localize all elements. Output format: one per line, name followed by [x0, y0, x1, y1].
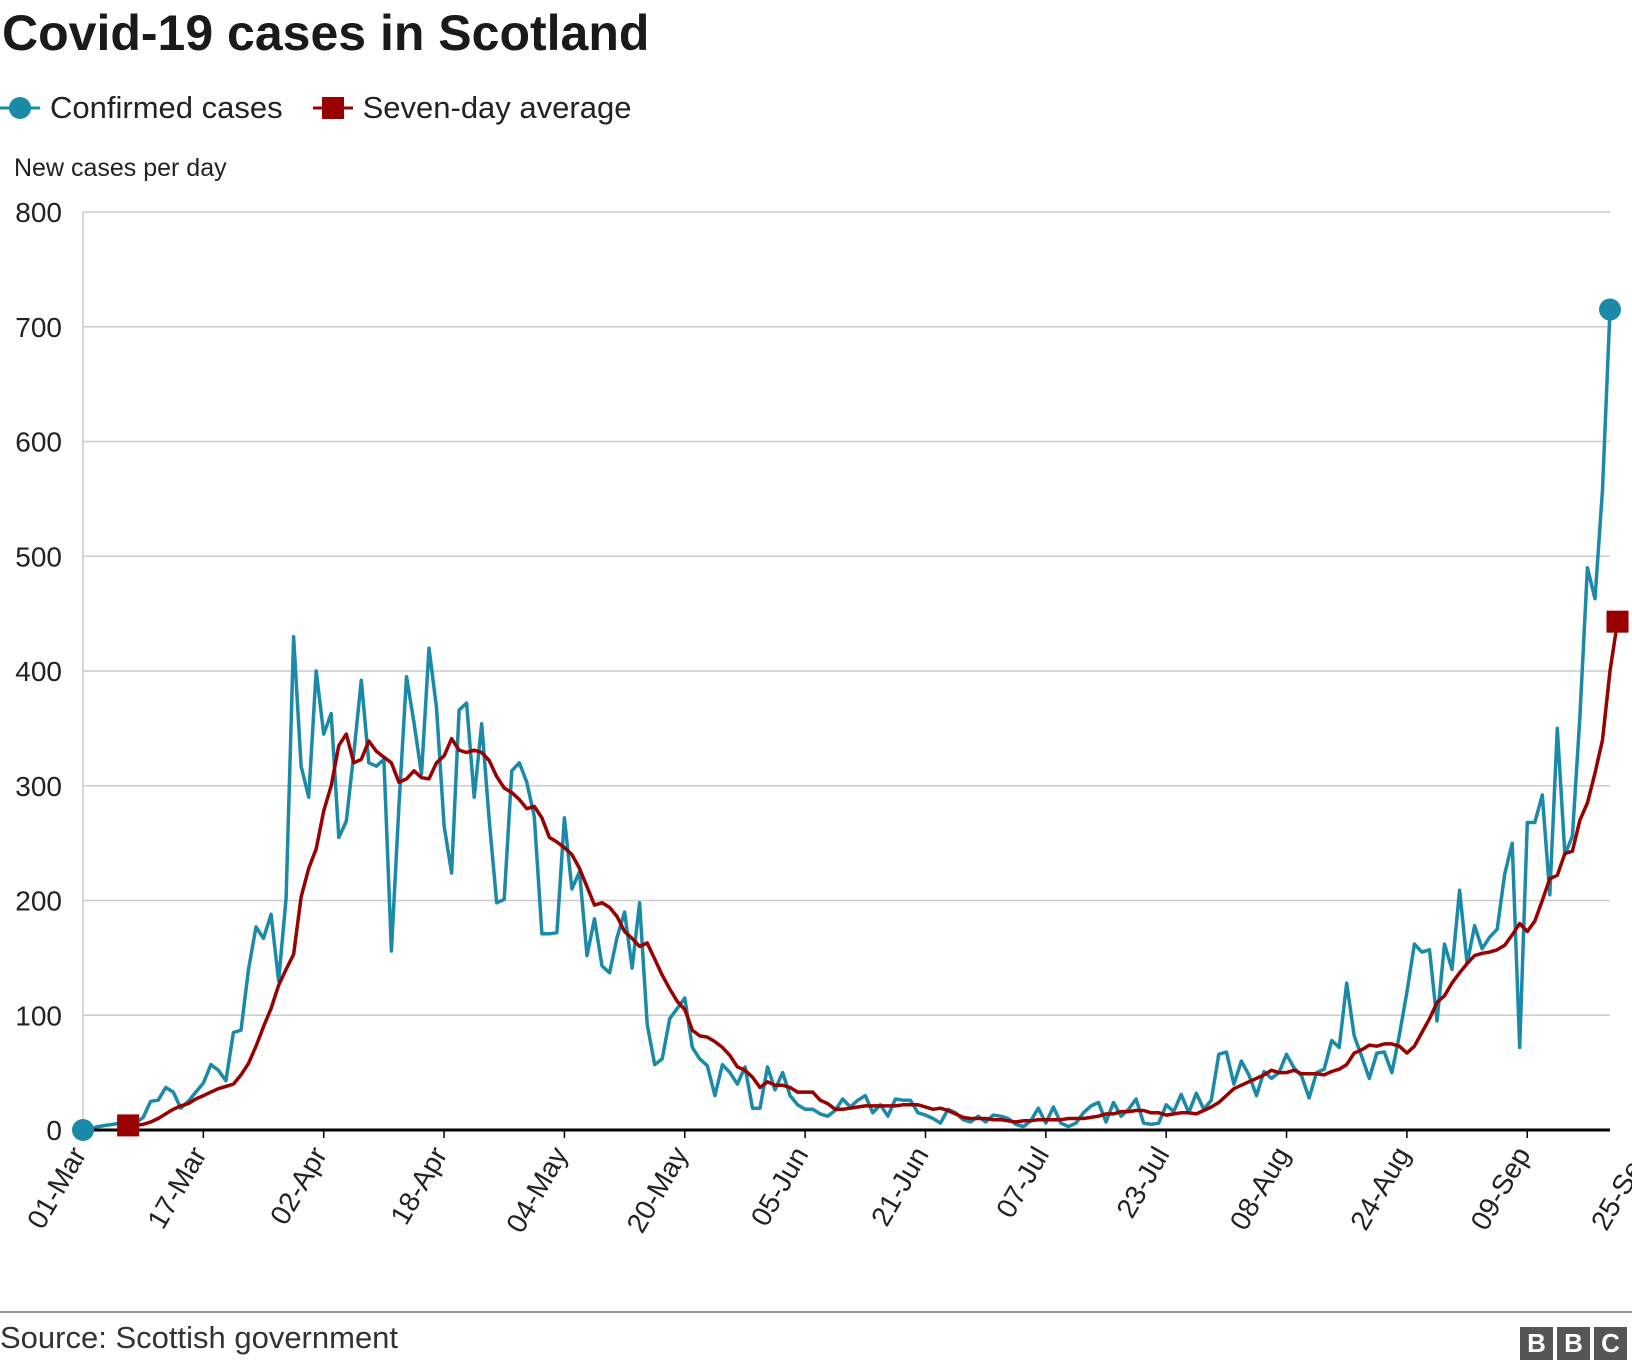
x-tick-label: 20-May [620, 1142, 694, 1238]
footer-divider [0, 1311, 1632, 1313]
x-tick-label: 18-Apr [384, 1142, 453, 1230]
logo-letter: C [1594, 1327, 1627, 1360]
x-tick-label: 04-May [500, 1142, 574, 1238]
chart-title: Covid-19 cases in Scotland [2, 5, 650, 61]
logo-letter: B [1557, 1327, 1590, 1360]
y-tick-label: 700 [15, 312, 62, 343]
x-tick-label: 08-Aug [1224, 1142, 1296, 1236]
logo-letter: B [1520, 1327, 1553, 1360]
confirmed-cases-line [82, 309, 1612, 1132]
legend-label-average: Seven-day average [362, 90, 632, 125]
x-tick-label: 23-Jul [1110, 1142, 1175, 1224]
y-tick-label: 200 [15, 886, 62, 917]
x-tick-label: 24-Aug [1344, 1142, 1416, 1236]
y-tick-label: 600 [15, 427, 62, 458]
y-tick-label: 400 [15, 656, 62, 687]
confirmed-end-point [1599, 298, 1621, 321]
y-tick-label: 500 [15, 541, 62, 572]
average-end-point [1606, 610, 1629, 633]
legend: Confirmed cases Seven-day average [0, 88, 661, 128]
circle-marker-icon [0, 97, 40, 119]
y-tick-label: 100 [15, 1000, 62, 1031]
y-tick-label: 800 [15, 197, 62, 228]
average-start-point [117, 1114, 140, 1137]
source-text: Source: Scottish government [0, 1320, 399, 1355]
x-tick-label: 25-Sep [1585, 1142, 1632, 1236]
legend-item-average: Seven-day average [312, 90, 632, 126]
x-tick-label: 05-Jun [745, 1142, 815, 1232]
x-tick-label: 07-Jul [990, 1142, 1055, 1224]
x-tick-label: 17-Mar [141, 1142, 212, 1234]
y-tick-label: 300 [15, 771, 62, 802]
seven-day-average-line [128, 621, 1620, 1128]
legend-item-confirmed: Confirmed cases [0, 90, 283, 126]
bbc-logo: B B C [1516, 1327, 1627, 1360]
y-axis-label: New cases per day [14, 154, 227, 182]
legend-label-confirmed: Confirmed cases [50, 90, 283, 125]
x-tick-label: 09-Sep [1464, 1142, 1536, 1236]
square-marker-icon [312, 97, 353, 119]
y-tick-label: 0 [46, 1115, 62, 1146]
x-tick-label: 02-Apr [264, 1142, 333, 1230]
x-tick-label: 01-Mar [21, 1142, 92, 1234]
confirmed-start-point [72, 1119, 94, 1141]
x-tick-label: 21-Jun [865, 1142, 935, 1232]
line-chart: 0 100 200 300 400 500 600 700 800 01-Mar 17-Mar 02-… [15, 197, 1632, 1238]
